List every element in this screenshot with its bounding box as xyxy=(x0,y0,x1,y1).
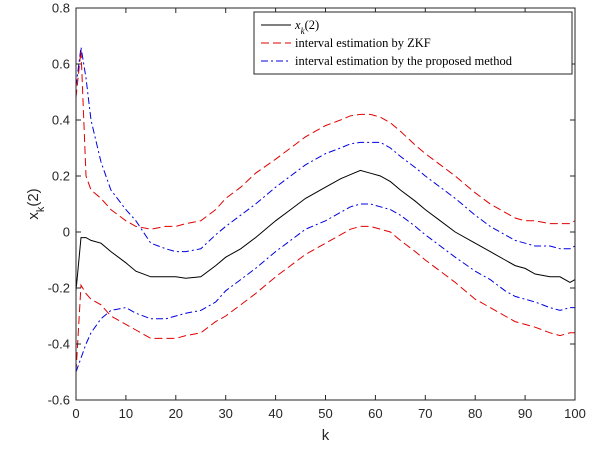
y-tick-label-2: -0.2 xyxy=(48,281,70,296)
x-tick-label-0: 0 xyxy=(72,406,79,421)
y-axis-label-sub: k xyxy=(35,206,47,212)
x-axis-label: k xyxy=(322,427,330,444)
y-tick-label-1: -0.4 xyxy=(48,337,70,352)
legend-entry-sub: k xyxy=(301,26,306,36)
y-axis-label-var: x xyxy=(25,212,42,220)
y-tick-label-5: 0.4 xyxy=(52,113,70,128)
y-tick-label-7: 0.8 xyxy=(52,1,70,16)
x-tick-label-8: 80 xyxy=(468,406,482,421)
y-tick-label-0: -0.6 xyxy=(48,393,70,408)
x-tick-label-5: 50 xyxy=(318,406,332,421)
legend-entry-paren: (2) xyxy=(305,18,320,32)
series-line-3 xyxy=(75,225,575,373)
y-tick-label-3: 0 xyxy=(63,225,70,240)
y-tick-label-4: 0.2 xyxy=(52,169,70,184)
x-tick-label-9: 90 xyxy=(518,406,532,421)
series-line-2 xyxy=(75,49,576,230)
legend: xk(2) interval estimation by ZKF interva… xyxy=(253,11,573,75)
series-line-4 xyxy=(75,47,576,253)
legend-entry-var: x xyxy=(294,18,301,32)
y-axis-label-paren: (2) xyxy=(25,188,42,206)
legend-entry-zkf: interval estimation by ZKF xyxy=(295,36,431,50)
legend-entry-proposed: interval estimation by the proposed meth… xyxy=(295,54,513,68)
x-tick-label-4: 40 xyxy=(268,406,282,421)
series-line-5 xyxy=(75,203,575,373)
legend-box xyxy=(253,11,573,75)
y-tick-label-6: 0.6 xyxy=(52,57,70,72)
x-tick-label-1: 10 xyxy=(119,406,133,421)
x-tick-label-3: 30 xyxy=(218,406,232,421)
y-axis-label: xk(2) xyxy=(25,188,47,219)
legend-entry-true-state: xk(2) xyxy=(294,18,319,36)
series-line-1 xyxy=(75,169,576,291)
x-tick-label-2: 20 xyxy=(169,406,183,421)
ticks-layer: 0 10 20 30 40 50 60 70 80 90 100 -0.6 -0.4 -0.2 0 0.2 0.… xyxy=(48,1,586,422)
x-tick-label-6: 60 xyxy=(368,406,382,421)
series-layer xyxy=(75,47,576,373)
x-tick-label-10: 100 xyxy=(564,406,586,421)
x-tick-label-7: 70 xyxy=(418,406,432,421)
